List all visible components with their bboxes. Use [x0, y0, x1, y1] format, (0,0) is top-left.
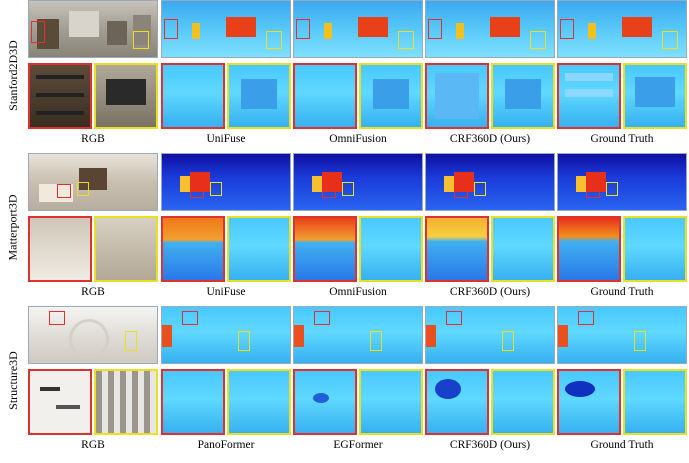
depth-crop-yellow	[623, 369, 687, 435]
depth-crop-yellow	[359, 369, 423, 435]
caption: OmniFusion	[329, 133, 387, 145]
rgb-panorama	[28, 0, 158, 58]
caption: CRF360D (Ours)	[449, 133, 531, 145]
caption: RGB	[81, 286, 105, 298]
caption: OmniFusion	[329, 286, 387, 298]
caption: RGB	[81, 439, 105, 451]
caption: CRF360D (Ours)	[449, 286, 531, 298]
depth-crop-red	[161, 369, 225, 435]
row-label-text: Structure3D	[5, 350, 20, 410]
caption: UniFuse	[206, 286, 246, 298]
depth-crop-yellow	[491, 63, 555, 129]
depth-crop-yellow	[491, 369, 555, 435]
depth-crop-red	[161, 216, 225, 282]
caption: PanoFormer	[197, 439, 255, 451]
depth-crop-yellow	[359, 63, 423, 129]
depth-panorama	[161, 153, 291, 211]
depth-panorama	[293, 306, 423, 364]
depth-crop-red	[293, 369, 357, 435]
caption: Ground Truth	[590, 133, 654, 145]
depth-crop-yellow	[227, 369, 291, 435]
rgb-crop-yellow	[94, 369, 158, 435]
rgb-crop-red	[28, 369, 92, 435]
depth-panorama	[161, 0, 291, 58]
depth-crop-yellow	[359, 216, 423, 282]
depth-panorama	[161, 306, 291, 364]
depth-crop-yellow	[623, 216, 687, 282]
rgb-crop-red	[28, 63, 92, 129]
rgb-crop-yellow	[94, 63, 158, 129]
depth-panorama	[557, 306, 687, 364]
caption: UniFuse	[206, 133, 246, 145]
depth-crop-red	[557, 369, 621, 435]
depth-panorama	[425, 0, 555, 58]
depth-crop-red	[425, 369, 489, 435]
depth-crop-red	[293, 216, 357, 282]
caption: RGB	[81, 133, 105, 145]
depth-crop-red	[425, 216, 489, 282]
depth-panorama	[557, 0, 687, 58]
rgb-panorama	[28, 306, 158, 364]
rgb-crop-red	[28, 216, 92, 282]
row-label-stanford: Stanford2D3D	[0, 0, 26, 150]
rgb-crop-yellow	[94, 216, 158, 282]
depth-crop-yellow	[491, 216, 555, 282]
crop-box-red	[31, 21, 45, 43]
row-label-matterport: Matterport3D	[0, 152, 26, 302]
depth-crop-red	[425, 63, 489, 129]
depth-crop-red	[557, 216, 621, 282]
depth-panorama	[293, 0, 423, 58]
depth-crop-red	[557, 63, 621, 129]
row-label-text: Matterport3D	[5, 194, 20, 260]
depth-panorama	[425, 306, 555, 364]
depth-panorama	[557, 153, 687, 211]
depth-crop-red	[293, 63, 357, 129]
caption: Ground Truth	[590, 286, 654, 298]
depth-panorama	[425, 153, 555, 211]
depth-crop-red	[161, 63, 225, 129]
row-label-structure: Structure3D	[0, 305, 26, 455]
depth-crop-yellow	[227, 63, 291, 129]
caption: Ground Truth	[590, 439, 654, 451]
depth-panorama	[293, 153, 423, 211]
depth-crop-yellow	[623, 63, 687, 129]
row-label-text: Stanford2D3D	[5, 39, 20, 111]
depth-crop-yellow	[227, 216, 291, 282]
caption: EGFormer	[333, 439, 383, 451]
crop-box-yellow	[133, 31, 149, 49]
caption: CRF360D (Ours)	[449, 439, 531, 451]
rgb-panorama	[28, 153, 158, 211]
